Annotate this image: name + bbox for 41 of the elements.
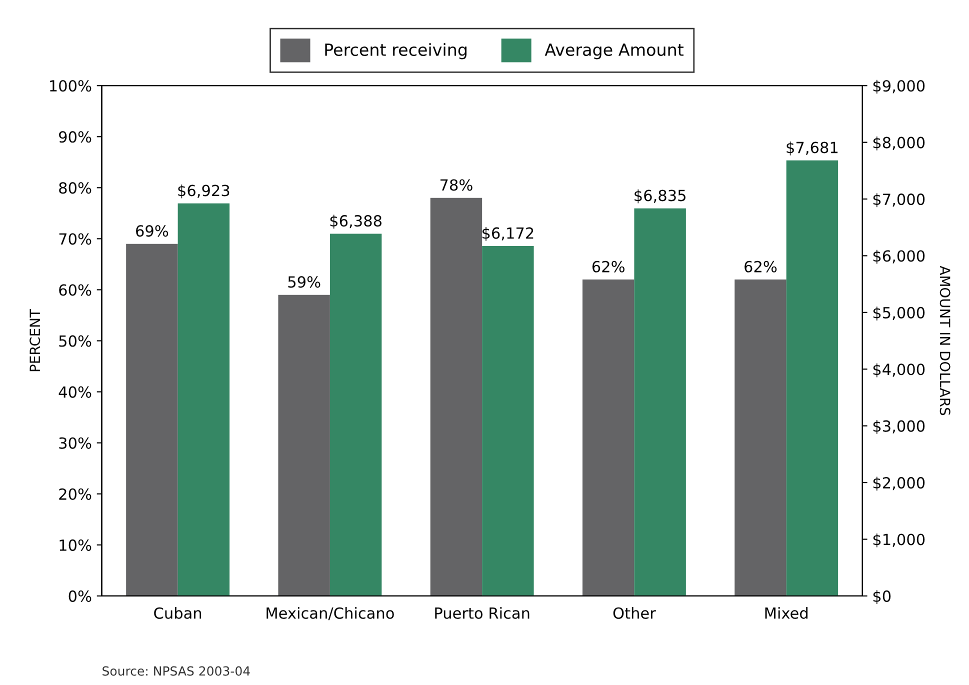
y2-tick-label: $7,000	[873, 193, 925, 208]
x-tick-label: Mexican/Chicano	[266, 607, 394, 620]
y-tick-label: 50%	[59, 335, 92, 347]
x-tick-label: Puerto Rican	[435, 607, 530, 619]
data-label: $6,835	[634, 189, 686, 204]
y2-tick-label: $1,000	[873, 533, 925, 548]
y2-tick-label: $9,000	[873, 80, 925, 94]
y-tick-label: 40%	[58, 386, 92, 398]
x-tick-label: Other	[613, 607, 656, 619]
y-tick-label: 20%	[59, 488, 92, 500]
y2-tick-label: $0	[873, 590, 891, 604]
y-axis-title: PERCENT	[30, 309, 40, 372]
data-label: 78%	[440, 179, 472, 191]
y-tick-label: 60%	[59, 284, 92, 296]
y-tick-label: 80%	[59, 182, 92, 194]
data-label: 62%	[744, 260, 777, 272]
legend-label: Percent receiving	[325, 43, 466, 60]
y-tick-label: 0%	[68, 590, 92, 602]
data-label: $6,923	[178, 184, 230, 198]
y-tick-label: 10%	[60, 539, 92, 551]
y2-tick-label: $6,000	[873, 250, 925, 264]
x-tick-label: Cuban	[154, 607, 202, 619]
y-tick-label: 70%	[59, 233, 92, 245]
y-tick-label: 30%	[59, 437, 92, 449]
y2-axis-title: AMOUNT IN DOLLARS	[940, 266, 950, 416]
data-label: 59%	[288, 276, 320, 288]
x-tick-label: Mixed	[765, 607, 808, 619]
y2-tick-label: $5,000	[873, 306, 925, 320]
legend-label: Average Amount	[544, 44, 684, 60]
y2-tick-label: $8,000	[873, 136, 925, 150]
y2-tick-label: $3,000	[873, 420, 925, 434]
y2-tick-label: $4,000	[873, 363, 925, 378]
data-label: 69%	[136, 225, 168, 237]
data-label: $6,172	[482, 227, 534, 241]
data-label: 62%	[592, 260, 624, 272]
y2-tick-label: $2,000	[873, 476, 925, 491]
data-label: $6,388	[330, 214, 382, 229]
y-tick-label: 90%	[59, 131, 92, 143]
y-tick-label: 100%	[50, 80, 92, 92]
data-label: $7,681	[786, 141, 838, 156]
source-note: Source: NPSAS 2003-04	[102, 666, 250, 676]
